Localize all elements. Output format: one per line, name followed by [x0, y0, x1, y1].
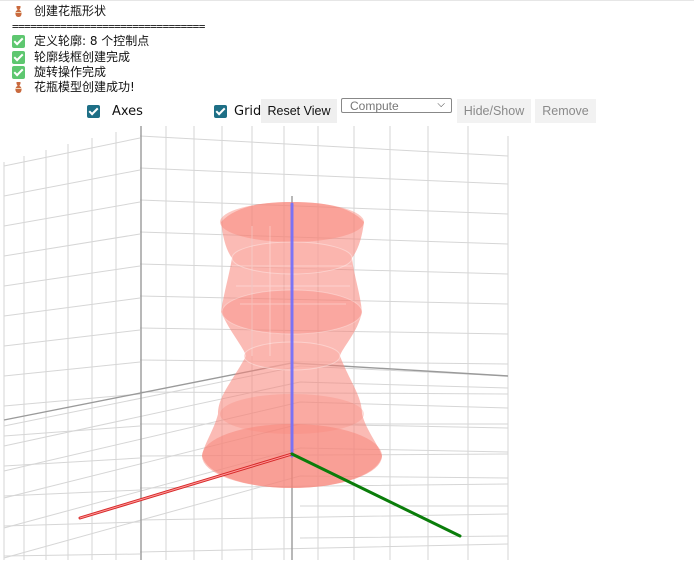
- output-console: 创建花瓶形状 ================================ …: [12, 4, 205, 95]
- console-text-1: 定义轮廓: 8 个控制点: [34, 34, 150, 49]
- grid-label: Grid: [234, 104, 262, 119]
- console-line-4: 花瓶模型创建成功!: [12, 80, 205, 95]
- chevron-down-icon: ⌵: [437, 99, 445, 110]
- grid-toggle[interactable]: Grid: [214, 104, 261, 119]
- 3d-viewport[interactable]: [0, 126, 694, 570]
- vase-icon: [15, 6, 22, 18]
- viewer-toolbar: Axes Grid Reset View Compute ⌵ Hide/Show…: [0, 98, 694, 126]
- console-separator: ================================: [12, 20, 205, 34]
- reset-view-button[interactable]: Reset View: [261, 99, 337, 123]
- console-text-2: 轮廓线框创建完成: [34, 49, 131, 64]
- console-text-4: 花瓶模型创建成功!: [34, 79, 135, 94]
- axes-label: Axes: [112, 104, 143, 119]
- y-axis: [290, 452, 462, 538]
- vase-icon: [15, 82, 22, 94]
- console-text-3: 旋转操作完成: [34, 64, 107, 79]
- axes: [78, 202, 462, 538]
- axes-checkbox[interactable]: [87, 105, 100, 118]
- x-axis-highlight: [79, 453, 293, 519]
- console-title: 创建花瓶形状: [34, 4, 107, 18]
- compute-select-value: Compute: [350, 98, 399, 113]
- console-line-1: 定义轮廓: 8 个控制点: [12, 34, 205, 49]
- console-line-3: 旋转操作完成: [12, 65, 205, 80]
- console-separator-line: ================================: [12, 19, 205, 34]
- remove-button[interactable]: Remove: [535, 99, 596, 123]
- hide-show-button[interactable]: Hide/Show: [457, 99, 531, 123]
- grid-checkbox[interactable]: [214, 105, 227, 118]
- axes-toggle[interactable]: Axes: [87, 104, 143, 119]
- check-icon: [12, 35, 25, 49]
- check-icon: [12, 65, 25, 79]
- check-icon: [12, 50, 25, 64]
- compute-select[interactable]: Compute ⌵: [341, 98, 452, 113]
- top-border: [0, 0, 694, 1]
- console-line-2: 轮廓线框创建完成: [12, 50, 205, 65]
- console-title-line: 创建花瓶形状: [12, 4, 205, 19]
